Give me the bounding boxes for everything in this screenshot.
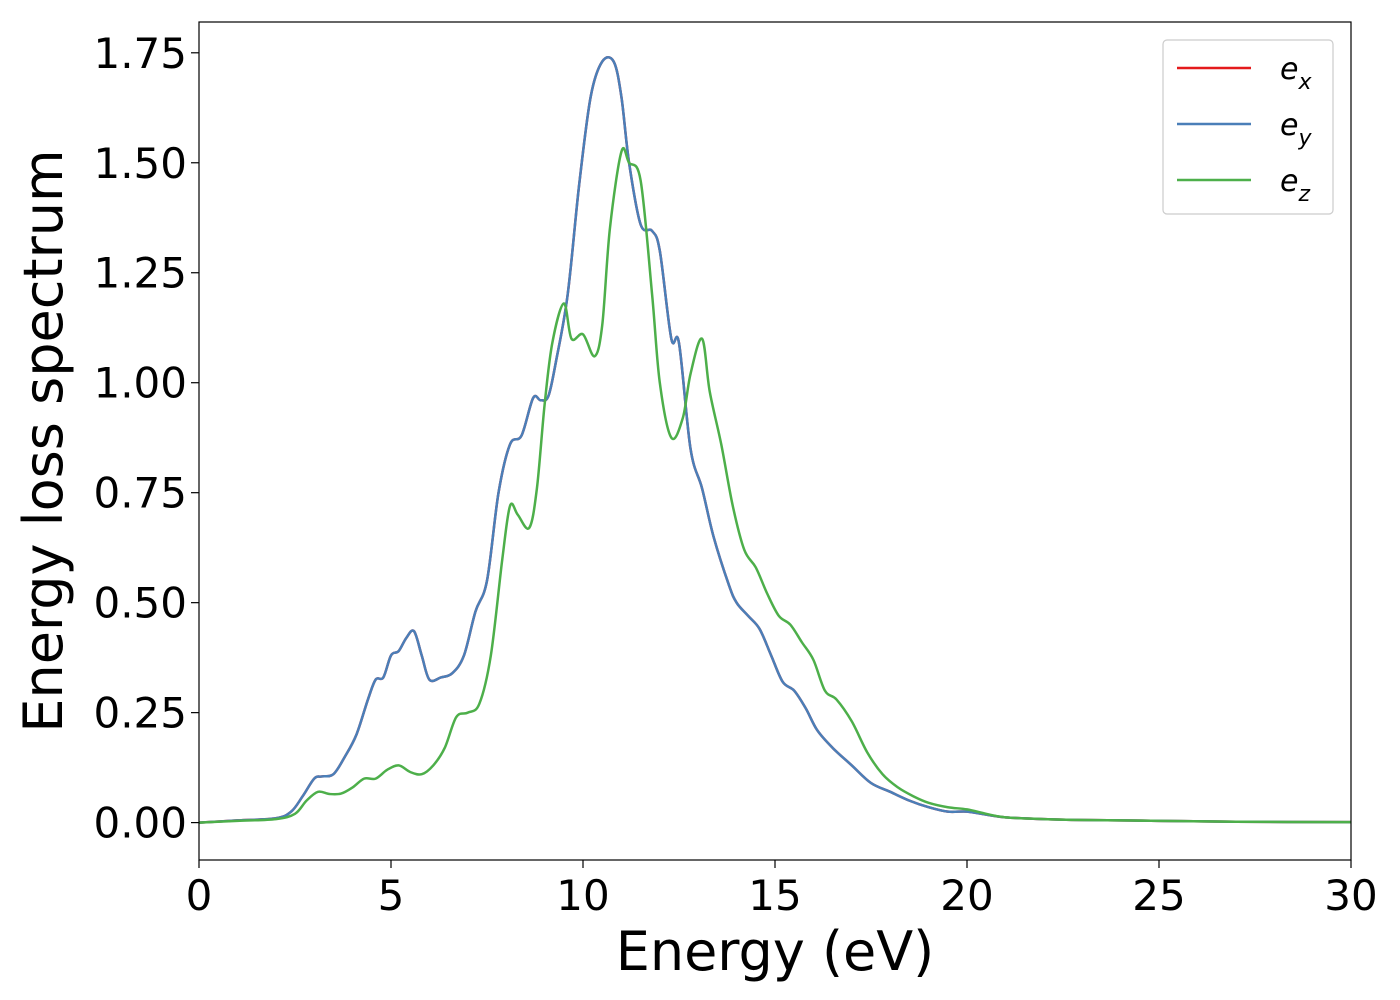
y-tick-label: 1.00 <box>93 359 187 408</box>
y-tick-label: 0.25 <box>93 689 187 738</box>
x-tick-label: 30 <box>1324 871 1377 920</box>
x-tick-label: 25 <box>1132 871 1185 920</box>
x-tick-label: 0 <box>186 871 213 920</box>
y-tick-label: 0.75 <box>93 469 187 518</box>
y-tick-label: 1.75 <box>93 29 187 78</box>
x-axis-title: Energy (eV) <box>616 920 935 983</box>
plot-area <box>199 22 1351 860</box>
series-line-e-z <box>198 146 1352 824</box>
y-axis: 0.00 0.25 0.50 0.75 1.00 1.25 1.50 1.75 <box>93 29 199 848</box>
y-tick-label: 0.50 <box>93 579 187 628</box>
series-line-e-y <box>198 55 1352 824</box>
y-tick-label: 0.00 <box>93 799 187 848</box>
y-axis-title: Energy loss spectrum <box>12 149 75 732</box>
x-tick-label: 20 <box>940 871 993 920</box>
y-tick-label: 1.25 <box>93 249 187 298</box>
x-tick-label: 10 <box>556 871 609 920</box>
legend-box <box>1162 39 1334 215</box>
x-tick-label: 5 <box>378 871 405 920</box>
x-tick-label: 15 <box>748 871 801 920</box>
series-layer <box>198 55 1352 824</box>
x-axis: 0 5 10 15 20 25 30 <box>186 860 1378 920</box>
y-tick-label: 1.50 <box>93 139 187 188</box>
